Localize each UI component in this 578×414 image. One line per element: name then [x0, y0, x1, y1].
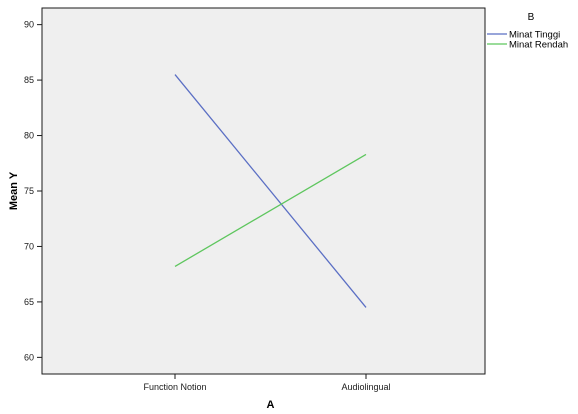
series-line-2	[174, 153, 367, 267]
y-tick-label: 85	[24, 75, 34, 85]
series-line-1	[174, 74, 367, 308]
y-tick-label: 70	[24, 241, 34, 251]
series-layer	[174, 74, 367, 308]
y-tick-label: 65	[24, 297, 34, 307]
y-axis: 60 65 70 75 80 85 90	[24, 20, 42, 362]
legend-item-label: Minat Rendah	[509, 40, 568, 51]
x-tick-label: Function Notion	[143, 382, 206, 392]
legend-title: B	[528, 12, 535, 23]
x-axis-title: A	[267, 399, 275, 411]
y-tick-label: 60	[24, 352, 34, 362]
y-tick-label: 80	[24, 131, 34, 141]
x-axis: Function Notion Audiolingual	[143, 374, 391, 392]
y-tick-label: 75	[24, 186, 34, 196]
x-tick-label: Audiolingual	[341, 382, 390, 392]
legend-item-label: Minat Tinggi	[509, 30, 560, 41]
y-axis-title: Mean Y	[8, 171, 20, 210]
plot-area	[41, 7, 486, 375]
y-tick-label: 90	[24, 20, 34, 30]
